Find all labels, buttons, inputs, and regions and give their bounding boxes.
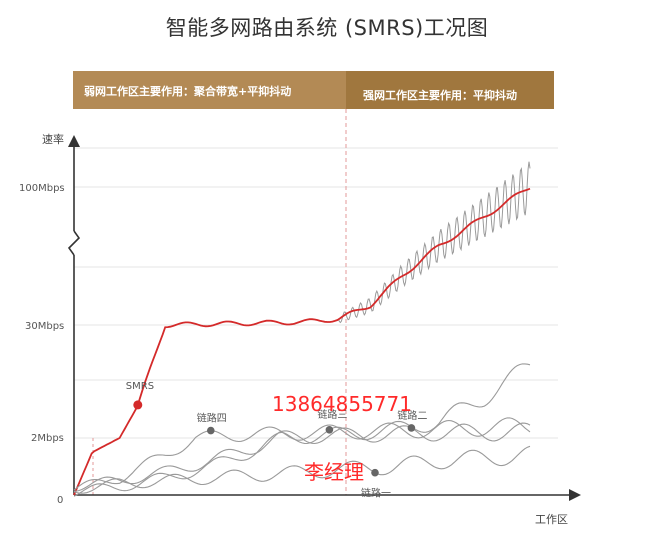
smrs-raw-oscillation	[338, 161, 531, 324]
y-tick-2mbps: 2Mbps	[31, 433, 64, 444]
marker-链路一	[371, 468, 379, 477]
series-line-链路二	[73, 422, 531, 492]
band-left-text: 弱网工作区主要作用：聚合带宽+平抑抖动	[84, 84, 291, 98]
marker-smrs	[133, 400, 143, 410]
y-tick-30mbps: 30Mbps	[25, 321, 64, 332]
marker-label-smrs: SMRS	[126, 381, 154, 392]
y-tick-100mbps: 100Mbps	[19, 183, 65, 194]
y-axis	[67, 145, 81, 495]
band-left	[73, 71, 346, 109]
series-line-链路四	[73, 417, 531, 491]
marker-label-链路二: 链路二	[397, 409, 427, 422]
marker-label-链路一: 链路一	[361, 487, 391, 500]
watermark-name: 李经理	[304, 460, 364, 484]
y-tick-0: 0	[57, 495, 63, 506]
chart-title: 智能多网路由系统 (SMRS)工况图	[165, 16, 489, 40]
marker-label-链路三: 链路三	[317, 408, 347, 421]
y-axis-label: 速率	[42, 132, 64, 146]
y-axis-arrow	[68, 135, 80, 147]
grid	[74, 147, 558, 439]
x-axis-label: 工作区	[535, 513, 568, 526]
marker-label-链路四: 链路四	[197, 412, 227, 425]
band-right	[346, 71, 554, 109]
marker-链路二	[407, 424, 416, 432]
band-right-text: 强网工作区主要作用：平抑抖动	[363, 88, 517, 102]
marker-链路四	[207, 426, 215, 435]
series-line-链路三	[73, 363, 531, 497]
x-axis-arrow	[569, 489, 581, 501]
marker-链路三	[325, 426, 334, 434]
series-line-smrs	[73, 187, 531, 496]
series-layer	[73, 161, 531, 497]
watermark-phone: 13864855771	[272, 392, 412, 416]
series-line-链路一	[73, 445, 531, 494]
